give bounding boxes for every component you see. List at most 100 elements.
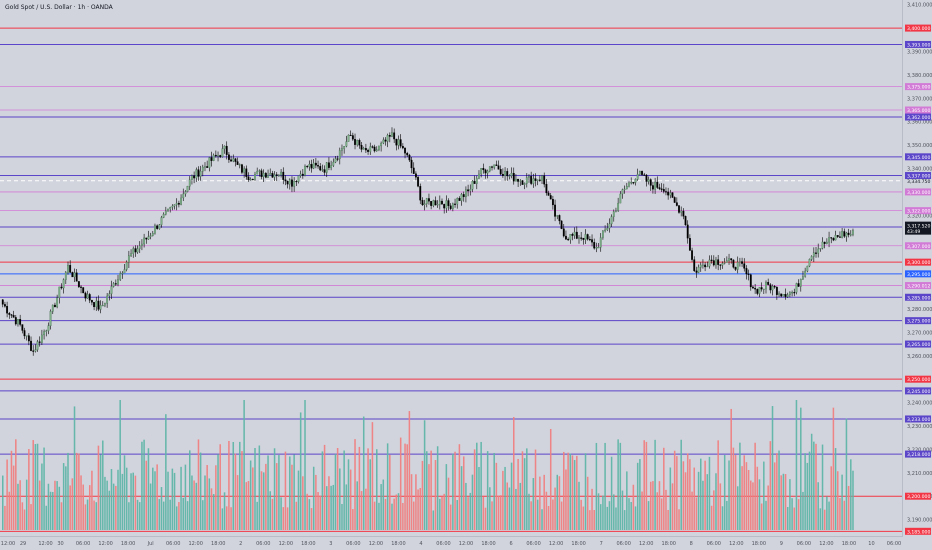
volume-bar bbox=[404, 443, 406, 530]
candle-body bbox=[258, 170, 261, 172]
candle-body bbox=[475, 178, 478, 184]
volume-bar bbox=[60, 502, 63, 530]
level-tag-label: 3,285.000 bbox=[907, 295, 930, 301]
candle-body bbox=[227, 154, 230, 160]
volume-bar bbox=[275, 463, 278, 530]
candle-body bbox=[484, 169, 487, 174]
candle-body bbox=[306, 165, 309, 168]
candle-body bbox=[730, 258, 733, 261]
volume-bar bbox=[623, 510, 626, 530]
x-tick-label: 18:00 bbox=[571, 541, 585, 547]
candle-body bbox=[195, 169, 198, 179]
level-tag-label: 3,337.000 bbox=[907, 174, 930, 180]
candle-body bbox=[238, 164, 241, 166]
candle-body bbox=[836, 235, 839, 237]
candle-body bbox=[525, 177, 528, 184]
candle-body bbox=[556, 215, 559, 217]
volume-bar bbox=[154, 471, 156, 530]
candle-body bbox=[632, 182, 635, 184]
x-tick-label: 18:00 bbox=[301, 541, 315, 547]
candle-body bbox=[236, 161, 239, 165]
volume-bar bbox=[167, 471, 169, 530]
volume-bar bbox=[847, 485, 850, 530]
volume-bar bbox=[841, 474, 843, 530]
level-tag bbox=[905, 415, 931, 423]
volume-bar bbox=[210, 488, 213, 530]
candle-body bbox=[545, 184, 548, 194]
level-tag bbox=[905, 258, 931, 266]
candle-body bbox=[169, 207, 172, 210]
volume-bar bbox=[565, 469, 567, 530]
candle-body bbox=[743, 263, 746, 269]
candle-body bbox=[473, 181, 476, 184]
volume-bar bbox=[695, 497, 698, 530]
candle-body bbox=[125, 262, 128, 270]
x-tick-label: 18:00 bbox=[391, 541, 405, 547]
candle-body bbox=[852, 230, 854, 235]
volume-bar bbox=[273, 448, 276, 530]
volume-bar bbox=[284, 451, 287, 530]
candle-body bbox=[445, 200, 448, 209]
candle-body bbox=[778, 293, 780, 295]
y-tick-label: 3,360.000 bbox=[907, 120, 932, 126]
volume-bar bbox=[323, 444, 326, 530]
candle-body bbox=[180, 197, 182, 205]
volume-bar bbox=[832, 407, 835, 530]
candle-body bbox=[301, 173, 304, 176]
candle-body bbox=[260, 170, 263, 178]
volume-bar bbox=[758, 479, 761, 530]
candle-body bbox=[369, 146, 372, 152]
candle-body bbox=[512, 172, 515, 182]
candle-body bbox=[84, 292, 87, 299]
volume-bar bbox=[358, 446, 361, 530]
volume-bar bbox=[356, 481, 358, 530]
candle-body bbox=[541, 175, 543, 181]
volume-bar bbox=[639, 459, 641, 530]
volume-bar bbox=[315, 474, 317, 530]
volume-bar bbox=[780, 475, 782, 530]
candle-body bbox=[832, 238, 835, 241]
volume-bar bbox=[810, 433, 813, 530]
x-tick-label: 12:00 bbox=[98, 541, 112, 547]
volume-bar bbox=[447, 477, 450, 530]
volume-bar bbox=[352, 509, 354, 530]
candle-body bbox=[193, 175, 196, 179]
level-tag bbox=[905, 83, 931, 91]
volume-bar bbox=[423, 420, 426, 530]
volume-bar bbox=[508, 487, 511, 530]
volume-bar bbox=[110, 469, 113, 530]
candle-body bbox=[536, 179, 539, 181]
candle-body bbox=[30, 340, 32, 351]
volume-bar bbox=[38, 480, 41, 530]
volume-bar bbox=[576, 455, 578, 530]
volume-bar bbox=[382, 479, 385, 530]
volume-bar bbox=[54, 480, 56, 530]
volume-bar bbox=[69, 485, 71, 530]
volume-bar bbox=[734, 455, 737, 530]
x-tick-label: 6 bbox=[509, 541, 512, 547]
volume-bar bbox=[554, 487, 556, 530]
candle-body bbox=[769, 284, 772, 291]
candle-body bbox=[593, 242, 596, 249]
volume-bar bbox=[32, 440, 34, 530]
volume-bar bbox=[23, 509, 26, 530]
volume-bar bbox=[58, 486, 61, 530]
volume-bar bbox=[819, 508, 822, 530]
volume-bar bbox=[267, 455, 269, 530]
volume-bar bbox=[708, 456, 711, 530]
volume-bar bbox=[486, 451, 489, 530]
candle-body bbox=[802, 276, 804, 280]
candle-body bbox=[662, 189, 665, 192]
volume-bar bbox=[428, 464, 430, 530]
volume-bar bbox=[850, 459, 852, 530]
volume-bar bbox=[834, 448, 837, 530]
candle-body bbox=[225, 145, 228, 155]
volume-bar bbox=[608, 501, 611, 530]
volume-bar bbox=[162, 501, 165, 530]
candle-body bbox=[299, 173, 302, 176]
level-tag bbox=[905, 188, 931, 196]
candle-body bbox=[849, 234, 852, 236]
candle-body bbox=[762, 288, 765, 290]
volume-bar bbox=[354, 439, 356, 530]
